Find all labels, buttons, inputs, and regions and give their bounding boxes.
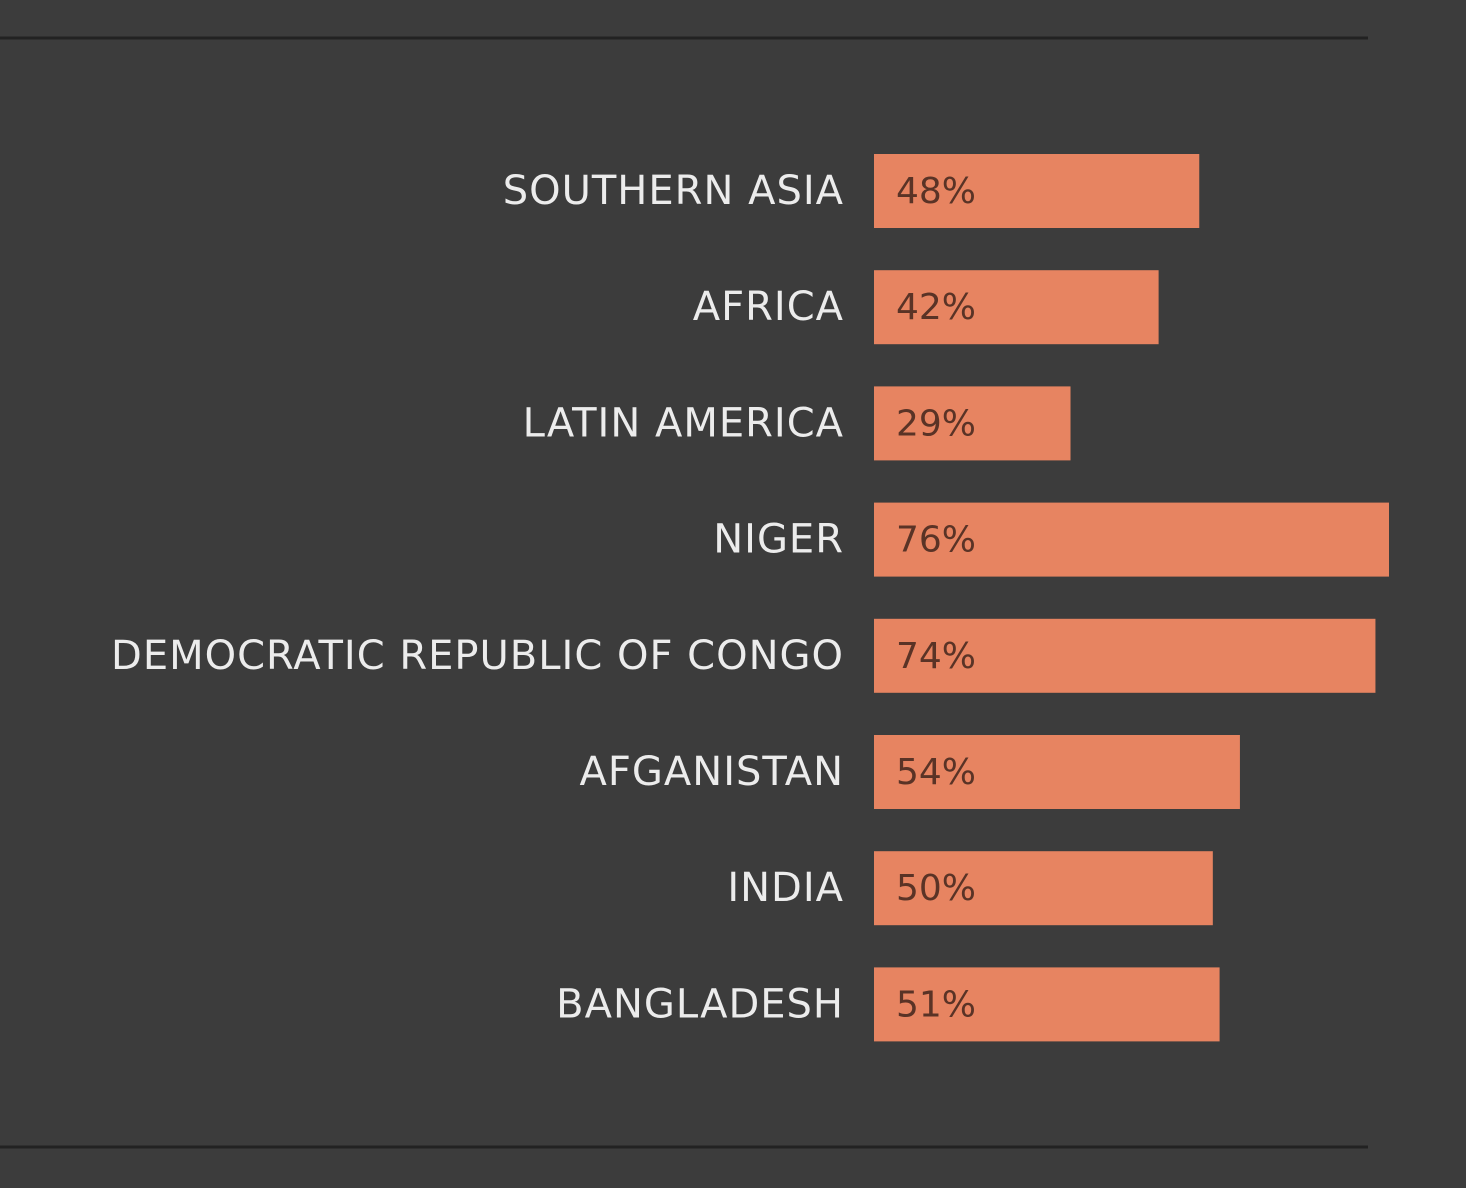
value-label: 48% bbox=[896, 171, 976, 212]
category-label: SOUTHERN ASIA bbox=[503, 168, 844, 214]
bar bbox=[874, 851, 1213, 926]
bar bbox=[874, 386, 1071, 461]
value-label: 50% bbox=[896, 868, 976, 909]
category-label: AFGANISTAN bbox=[580, 749, 844, 795]
category-label: DEMOCRATIC REPUBLIC OF CONGO bbox=[111, 633, 844, 679]
bar bbox=[874, 502, 1389, 577]
bar bbox=[874, 618, 1376, 693]
value-label: 74% bbox=[896, 636, 976, 677]
bar bbox=[874, 270, 1159, 345]
value-label: 76% bbox=[896, 520, 976, 561]
category-label: NIGER bbox=[713, 517, 844, 563]
category-label: BANGLADESH bbox=[556, 981, 844, 1027]
bar bbox=[874, 967, 1220, 1042]
value-label: 54% bbox=[896, 752, 976, 793]
category-label: LATIN AMERICA bbox=[523, 400, 844, 446]
bar bbox=[874, 735, 1240, 809]
value-label: 51% bbox=[896, 984, 976, 1025]
category-label: INDIA bbox=[727, 865, 844, 911]
bar bbox=[874, 154, 1200, 228]
value-label: 29% bbox=[896, 403, 976, 444]
category-label: AFRICA bbox=[693, 284, 844, 330]
value-label: 42% bbox=[896, 287, 976, 328]
